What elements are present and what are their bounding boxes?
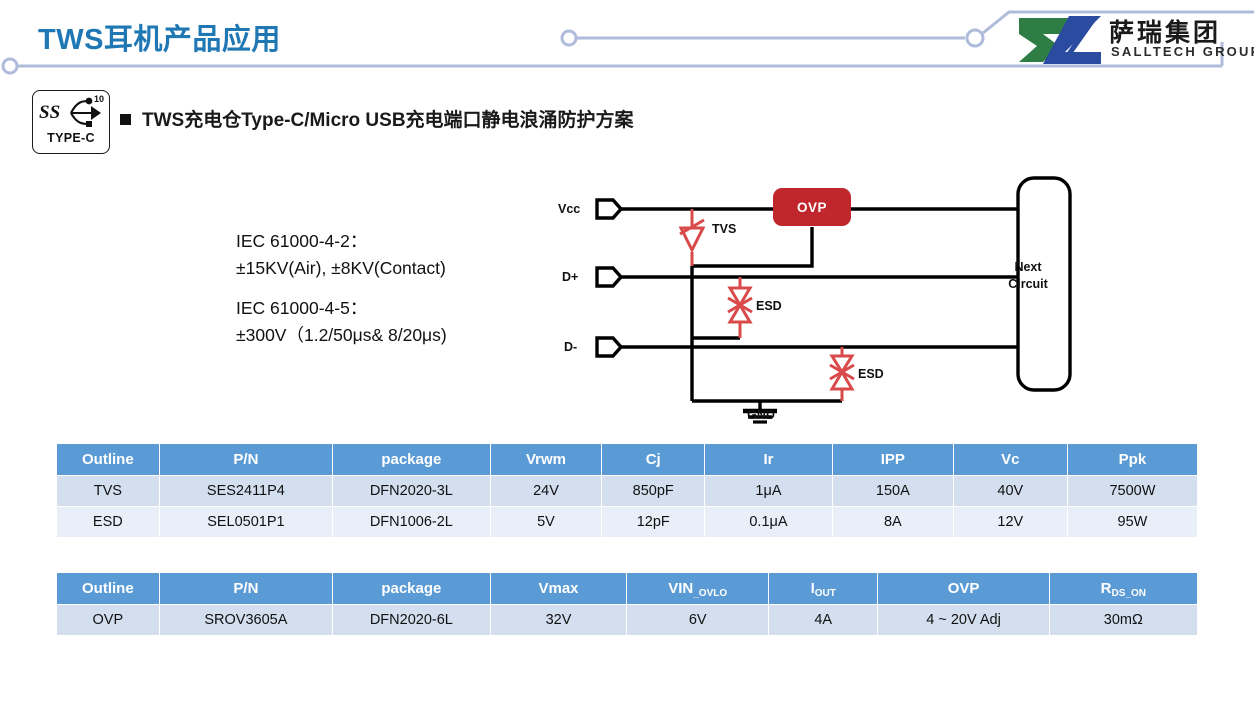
typec-badge: SS 10 TYPE-C: [32, 90, 110, 154]
cell-outline: ESD: [56, 506, 160, 538]
esd-diode-1-symbol: [727, 277, 753, 338]
page-title: TWS耳机产品应用: [38, 24, 281, 56]
next-circuit-line-2: Circuit: [1008, 277, 1048, 291]
salltech-logo-mark: [1019, 16, 1101, 64]
cell-ir: 1μA: [704, 475, 833, 507]
col-header-iout: IOUT: [767, 572, 879, 605]
table-header-row: Outline P/N package Vrwm Cj Ir IPP Vc Pp…: [56, 443, 1199, 476]
cell-ipp: 150A: [831, 475, 954, 507]
cell-ppk: 7500W: [1066, 475, 1199, 507]
typec-label: TYPE-C: [47, 131, 95, 145]
cell-ovp: 4 ~ 20V Adj: [877, 604, 1050, 636]
standards-spec-text: IEC 61000-4-2： ±15KV(Air), ±8KV(Contact)…: [236, 228, 447, 349]
next-circuit-label: Next Circuit: [995, 259, 1061, 293]
cell-outline: OVP: [56, 604, 160, 636]
cell-pn: SROV3605A: [158, 604, 334, 636]
col-header-rds-on-main: R: [1100, 580, 1112, 597]
cell-cj: 12pF: [601, 506, 706, 538]
col-header-iout-main: I: [810, 580, 815, 597]
ovp-spec-table: Outline P/N package Vmax VIN_OVLO IOUT O…: [56, 572, 1199, 636]
col-header-vmax: Vmax: [489, 572, 628, 605]
circuit-schematic: TVS ESD ESD: [595, 176, 1072, 424]
esd-label-1: ESD: [756, 299, 782, 313]
col-header-vc: Vc: [952, 443, 1068, 476]
ground-symbol: [743, 401, 777, 424]
header-decoration: [1, 10, 1254, 75]
cell-cj: 850pF: [601, 475, 706, 507]
cell-ipp: 8A: [831, 506, 954, 538]
col-header-rds-on: RDS_ON: [1048, 572, 1199, 605]
gnd-label: GND: [747, 408, 775, 422]
next-circuit-block: [1016, 176, 1072, 392]
col-header-rds-on-sub: DS_ON: [1111, 588, 1146, 599]
col-header-pn: P/N: [158, 443, 334, 476]
col-header-cj: Cj: [601, 443, 706, 476]
col-header-ir: Ir: [704, 443, 833, 476]
protection-circuit-diagram: TVS ESD ESD Vcc: [540, 170, 1100, 432]
tvs-diode-symbol: [678, 209, 706, 266]
cell-outline: TVS: [56, 475, 160, 507]
cell-pn: SES2411P4: [158, 475, 334, 507]
esd-label-2: ESD: [858, 367, 884, 381]
col-header-ppk: Ppk: [1066, 443, 1199, 476]
cell-vc: 12V: [952, 506, 1068, 538]
cell-package: DFN2020-6L: [332, 604, 491, 636]
col-header-vin-ovlo-main: VIN: [668, 580, 694, 597]
col-header-iout-sub: OUT: [814, 588, 836, 599]
ovp-component-block: OVP: [773, 188, 851, 226]
section-heading-text: TWS充电仓Type-C/Micro USB充电端口静电浪涌防护方案: [142, 110, 634, 131]
col-header-vrwm: Vrwm: [489, 443, 603, 476]
col-header-vin-ovlo-sub: _OVLO: [693, 588, 728, 599]
cell-package: DFN1006-2L: [332, 506, 491, 538]
cell-pn: SEL0501P1: [158, 506, 334, 538]
tvs-label: TVS: [712, 222, 736, 236]
brand-logo: 萨瑞集团 SALLTECH GROUP: [1013, 12, 1254, 68]
spec-line-1: IEC 61000-4-2：: [236, 231, 368, 251]
svg-text:10: 10: [94, 94, 104, 104]
svg-text:SS: SS: [39, 102, 60, 123]
spec-line-2: ±15KV(Air), ±8KV(Contact): [236, 258, 446, 278]
col-header-ipp: IPP: [831, 443, 954, 476]
section-heading: TWS充电仓Type-C/Micro USB充电端口静电浪涌防护方案: [120, 105, 634, 132]
cell-vrwm: 24V: [489, 475, 603, 507]
col-header-package: package: [332, 572, 491, 605]
cell-ppk: 95W: [1066, 506, 1199, 538]
cell-ir: 0.1μA: [704, 506, 833, 538]
cell-iout: 4A: [767, 604, 879, 636]
brand-name-cn: 萨瑞集团: [1109, 19, 1222, 47]
tvs-esd-spec-table: Outline P/N package Vrwm Cj Ir IPP Vc Pp…: [56, 443, 1199, 538]
usb-superspeed-icon: SS 10: [39, 94, 104, 127]
table-row: ESD SEL0501P1 DFN1006-2L 5V 12pF 0.1μA 8…: [56, 506, 1199, 538]
cell-vc: 40V: [952, 475, 1068, 507]
esd-diode-2-symbol: [829, 347, 855, 401]
next-circuit-line-1: Next: [1014, 260, 1042, 274]
col-header-outline: Outline: [56, 572, 160, 605]
col-header-outline: Outline: [56, 443, 160, 476]
page-header: TWS耳机产品应用 萨瑞集团 SALLTECH GROUP: [0, 0, 1254, 92]
pin-label-dplus: D+: [562, 270, 579, 284]
col-header-vin-ovlo: VIN_OVLO: [626, 572, 769, 605]
table-row: TVS SES2411P4 DFN2020-3L 24V 850pF 1μA 1…: [56, 475, 1199, 507]
connector-arrows: [595, 198, 624, 358]
col-header-pn: P/N: [158, 572, 334, 605]
table-header-row: Outline P/N package Vmax VIN_OVLO IOUT O…: [56, 572, 1199, 605]
table-row: OVP SROV3605A DFN2020-6L 32V 6V 4A 4 ~ 2…: [56, 604, 1199, 636]
cell-package: DFN2020-3L: [332, 475, 491, 507]
cell-rds-on: 30mΩ: [1048, 604, 1199, 636]
brand-name-en: SALLTECH GROUP: [1111, 44, 1254, 59]
cell-vmax: 32V: [489, 604, 628, 636]
bullet-square-icon: [120, 114, 131, 125]
pin-label-dminus: D-: [564, 340, 578, 354]
col-header-ovp: OVP: [877, 572, 1050, 605]
spec-line-3: IEC 61000-4-5：: [236, 298, 368, 318]
spec-line-4: ±300V（1.2/50μs& 8/20μs): [236, 325, 447, 345]
pin-label-vcc: Vcc: [558, 202, 581, 216]
cell-vrwm: 5V: [489, 506, 603, 538]
cell-vin-ovlo: 6V: [626, 604, 769, 636]
col-header-package: package: [332, 443, 491, 476]
signal-rails: [621, 207, 1018, 403]
